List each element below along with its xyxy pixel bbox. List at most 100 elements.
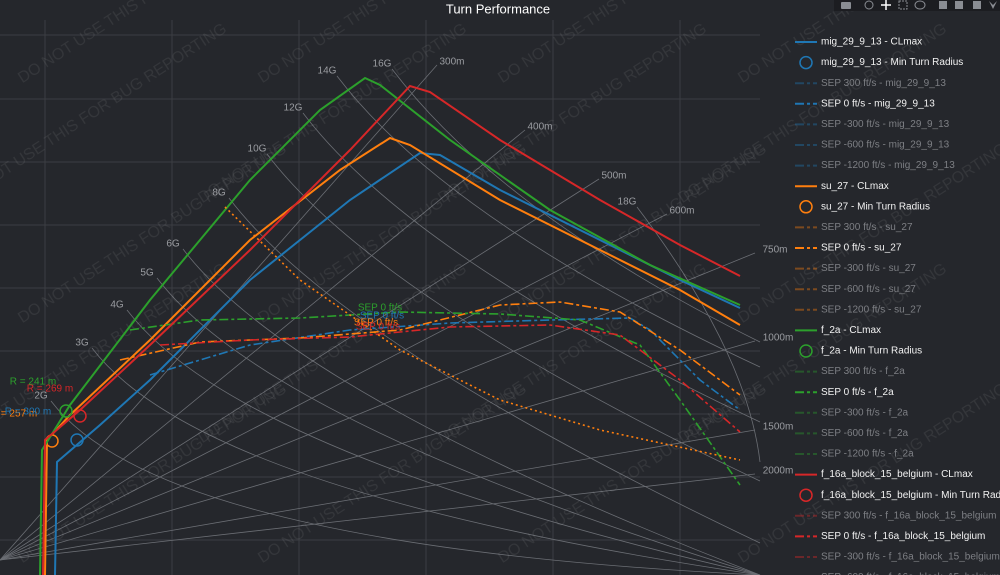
legend-layer: mig_29_9_13 - CLmax mig_29_9_13 - Min Tur…	[795, 37, 1000, 575]
g-curve	[182, 248, 761, 575]
annotation: SEP 0 ft/s	[356, 322, 400, 333]
legend-label[interactable]: SEP 0 ft/s - f_16a_block_15_belgium	[821, 531, 985, 542]
radius-label: 750m	[762, 245, 787, 256]
select-icon[interactable]	[898, 0, 908, 10]
legend-label[interactable]: SEP 300 ft/s - mig_29_9_13	[821, 78, 946, 89]
series-line	[149, 317, 741, 411]
annotation: R = 257 m	[0, 409, 37, 420]
radius-ray	[0, 178, 600, 561]
legend-label[interactable]: SEP 300 ft/s - f_2a	[821, 366, 905, 377]
legend-label[interactable]: f_2a - Min Turn Radius	[821, 346, 922, 357]
annotation: R = 300 m	[5, 407, 51, 418]
legend-label[interactable]: su_27 - CLmax	[821, 181, 889, 192]
legend-label[interactable]: su_27 - Min Turn Radius	[821, 201, 930, 212]
watermark: DO NOT USE THIS FOR BUG REPORTING	[15, 140, 290, 327]
g-curve	[636, 206, 761, 463]
radius-ray	[0, 473, 756, 561]
reset-icon[interactable]	[989, 1, 997, 9]
g-curve	[156, 277, 761, 575]
legend-symbol	[799, 488, 813, 502]
legend-label[interactable]: SEP 0 ft/s - f_2a	[821, 387, 894, 398]
legend-label[interactable]: SEP 300 ft/s - su_27	[821, 222, 913, 233]
legend-label[interactable]: SEP -600 ft/s - f_2a	[821, 428, 909, 439]
watermark: DO NOT USE THIS FOR BUG REPORTING	[0, 20, 230, 207]
g-label: 10G	[248, 144, 267, 155]
annotation: SEP 0 ft/s	[358, 303, 402, 314]
series-line	[44, 136, 741, 575]
modebar	[834, 0, 1000, 11]
g-label: 6G	[166, 239, 180, 250]
radius-ray	[0, 213, 668, 561]
annotation: SEP 0 ft/s	[354, 318, 398, 329]
legend-label[interactable]: SEP -300 ft/s - f_2a	[821, 407, 909, 418]
g-curve	[126, 309, 761, 575]
radius-ray	[0, 129, 526, 561]
plot-layer	[39, 76, 741, 575]
radius-label: 1000m	[763, 333, 794, 344]
legend-symbol	[799, 344, 813, 358]
ann-layer: 2G 3G 4G 5G 6G 8G 10G 12G 14G 16G 18G 300m 400m 500m 6…	[0, 57, 793, 477]
legend-label[interactable]: f_16a_block_15_belgium - CLmax	[821, 469, 973, 480]
g-label: 2G	[34, 391, 48, 402]
pan-icon[interactable]	[881, 0, 891, 10]
legend-label[interactable]: SEP -300 ft/s - mig_29_9_13	[821, 119, 950, 130]
zoom-out-icon[interactable]	[955, 1, 963, 9]
g-label: 5G	[140, 268, 154, 279]
legend-label[interactable]: SEP 0 ft/s - su_27	[821, 243, 902, 254]
min-radius-marker	[70, 433, 84, 447]
g-label: 8G	[212, 188, 226, 199]
autoscale-icon[interactable]	[973, 1, 981, 9]
g-curve	[91, 347, 761, 575]
legend-symbol	[799, 55, 813, 70]
g-curve	[50, 400, 761, 575]
legend-label[interactable]: SEP -600 ft/s - su_27	[821, 284, 916, 295]
legend-symbol	[799, 200, 813, 214]
chart-title: Turn Performance	[446, 1, 550, 16]
g-curve	[228, 197, 761, 544]
modebar-bg	[834, 0, 1000, 11]
camera-icon[interactable]	[841, 2, 851, 9]
radius-ray	[0, 340, 756, 561]
series-line	[54, 151, 741, 575]
g-label: 4G	[110, 300, 124, 311]
legend-label[interactable]: SEP -1200 ft/s - su_27	[821, 304, 922, 315]
watermark: DO NOT USE THIS FOR BUG REPORTING	[495, 380, 770, 567]
lasso-icon[interactable]	[914, 0, 926, 10]
legend-label[interactable]: SEP -300 ft/s - su_27	[821, 263, 916, 274]
legend-label[interactable]: f_2a - CLmax	[821, 325, 881, 336]
legend-label[interactable]: SEP 300 ft/s - f_16a_block_15_belgium	[821, 510, 997, 521]
series-line	[129, 311, 741, 486]
series-line	[39, 76, 741, 575]
g-label: 16G	[373, 59, 392, 70]
radius-label: 1500m	[763, 422, 794, 433]
g-curve	[302, 112, 761, 423]
grid-layer	[0, 20, 760, 575]
legend-label[interactable]: SEP 0 ft/s - mig_29_9_13	[821, 98, 935, 109]
g-label: 12G	[284, 103, 303, 114]
g-label: 18G	[618, 197, 637, 208]
radius-label: 400m	[527, 122, 552, 133]
legend-label[interactable]: mig_29_9_13 - Min Turn Radius	[821, 57, 963, 68]
legend-label[interactable]: f_16a_block_15_belgium - Min Turn Radius	[821, 490, 1000, 501]
radius-label: 300m	[439, 57, 464, 68]
legend-label[interactable]: SEP -600 ft/s - mig_29_9_13	[821, 140, 950, 151]
annotation: R = 269 m	[27, 384, 73, 395]
legend-label[interactable]: SEP -300 ft/s - f_16a_block_15_belgium	[821, 552, 1000, 563]
legend-label[interactable]: SEP -1200 ft/s - f_2a	[821, 449, 914, 460]
g-label: 3G	[75, 338, 89, 349]
zoom-in-icon[interactable]	[939, 1, 947, 9]
legend-label[interactable]: SEP -1200 ft/s - mig_29_9_13	[821, 160, 955, 171]
series-line	[224, 206, 741, 461]
radius-label: 600m	[669, 206, 694, 217]
legend-label[interactable]: mig_29_9_13 - CLmax	[821, 37, 922, 48]
legend-label[interactable]: SEP -600 ft/s - f_16a_block_15_belgium	[821, 572, 1000, 575]
radius-ray	[0, 429, 756, 561]
zoom-icon[interactable]	[864, 0, 874, 10]
min-radius-marker	[73, 409, 87, 423]
annotation: SEP 0 ft/s	[360, 311, 404, 322]
g-label: 14G	[318, 66, 337, 77]
g-curve	[336, 75, 761, 368]
radius-label: 500m	[601, 171, 626, 182]
